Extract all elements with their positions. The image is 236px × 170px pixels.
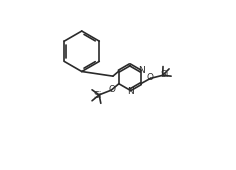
Text: O: O (108, 85, 115, 94)
Text: O: O (146, 73, 153, 82)
Text: N: N (127, 87, 134, 96)
Text: N: N (138, 66, 145, 75)
Text: Si: Si (93, 91, 101, 100)
Text: Si: Si (160, 70, 169, 79)
